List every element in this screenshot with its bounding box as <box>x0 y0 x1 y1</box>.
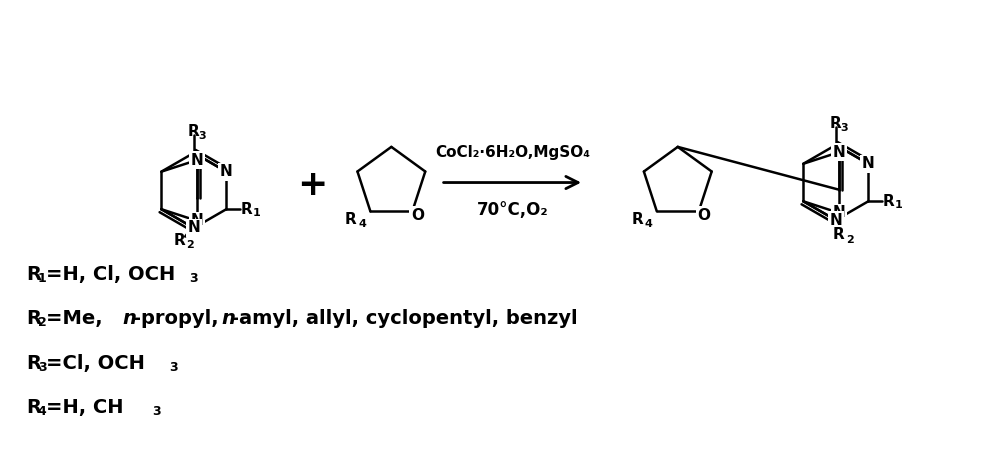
Text: N: N <box>191 153 203 167</box>
Text: R: R <box>26 265 41 284</box>
Text: R: R <box>26 398 41 417</box>
Text: =Cl, OCH: =Cl, OCH <box>46 354 145 373</box>
Text: 1: 1 <box>253 208 261 218</box>
Text: 2: 2 <box>186 240 194 251</box>
Text: =Me,: =Me, <box>46 309 109 328</box>
Text: n: n <box>221 309 235 328</box>
Text: 3: 3 <box>198 131 206 141</box>
Text: R: R <box>631 212 643 227</box>
Text: N: N <box>829 212 842 228</box>
Text: R: R <box>173 233 185 248</box>
Text: 4: 4 <box>359 219 366 229</box>
Text: R: R <box>345 212 357 227</box>
Text: -amyl, allyl, cyclopentyl, benzyl: -amyl, allyl, cyclopentyl, benzyl <box>231 309 578 328</box>
Text: 3: 3 <box>189 272 198 285</box>
Text: R: R <box>188 124 200 139</box>
Text: =H, Cl, OCH: =H, Cl, OCH <box>46 265 175 284</box>
Text: 3: 3 <box>152 405 161 418</box>
Text: -propyl,: -propyl, <box>133 309 225 328</box>
Text: R: R <box>240 202 252 217</box>
Text: R: R <box>882 194 894 209</box>
Text: 3: 3 <box>840 123 848 133</box>
Text: 1: 1 <box>895 200 903 210</box>
Text: 70°C,O₂: 70°C,O₂ <box>477 201 548 219</box>
Text: 4: 4 <box>38 405 47 418</box>
Text: n: n <box>123 309 137 328</box>
Text: 1: 1 <box>38 272 47 285</box>
Text: R: R <box>833 227 845 242</box>
Text: N: N <box>187 220 200 235</box>
Text: 3: 3 <box>169 361 178 374</box>
Text: N: N <box>220 164 233 179</box>
Text: =H, CH: =H, CH <box>46 398 123 417</box>
Text: 2: 2 <box>38 316 47 329</box>
Text: O: O <box>697 208 710 223</box>
Text: R: R <box>26 354 41 373</box>
Text: N: N <box>862 156 875 171</box>
Text: 2: 2 <box>846 234 854 244</box>
Text: O: O <box>411 208 424 223</box>
Text: CoCl₂·6H₂O,MgSO₄: CoCl₂·6H₂O,MgSO₄ <box>435 145 590 160</box>
Text: N: N <box>191 213 203 228</box>
Text: N: N <box>833 144 845 160</box>
Text: 3: 3 <box>38 361 46 374</box>
Text: N: N <box>833 205 845 220</box>
Text: 4: 4 <box>645 219 653 229</box>
Text: R: R <box>26 309 41 328</box>
Text: R: R <box>830 116 842 131</box>
Text: +: + <box>297 168 328 202</box>
